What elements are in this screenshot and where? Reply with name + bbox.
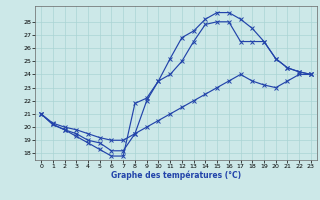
X-axis label: Graphe des températures (°C): Graphe des températures (°C) — [111, 171, 241, 180]
